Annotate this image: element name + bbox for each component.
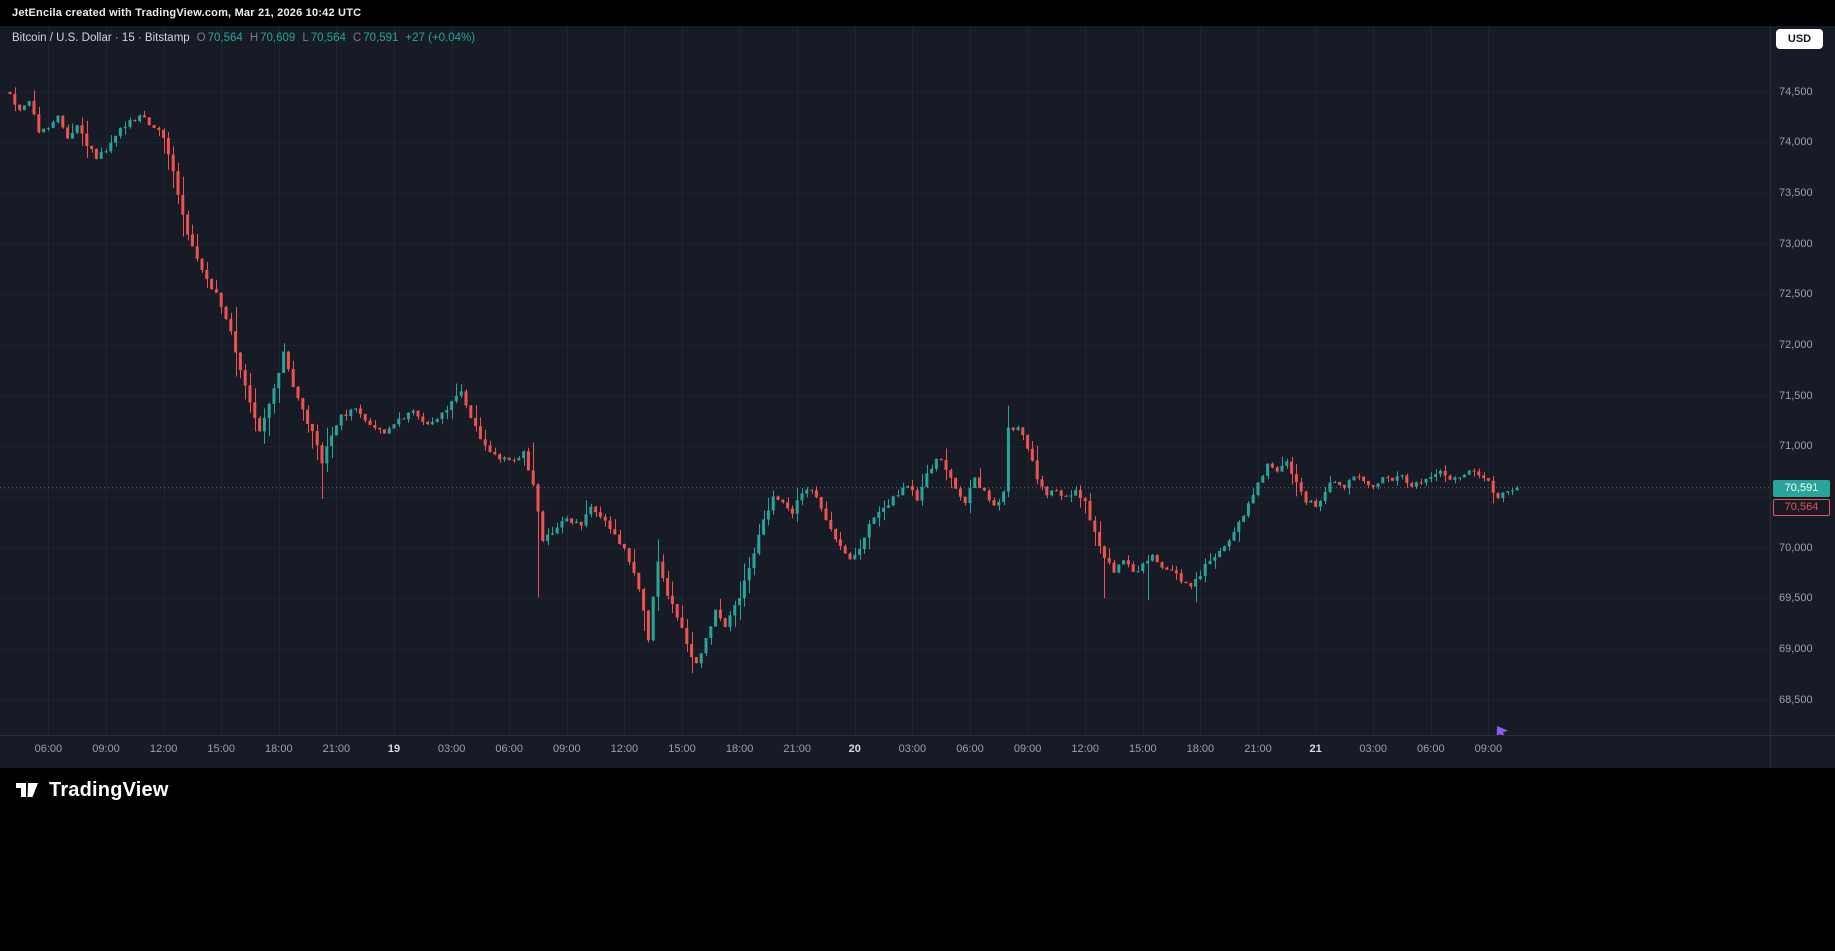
price-axis-label: 74,500 (1779, 85, 1813, 98)
time-axis-label: 06:00 (956, 743, 984, 755)
price-axis-label: 72,000 (1779, 339, 1813, 352)
price-axis-label: 69,500 (1779, 592, 1813, 605)
time-axis-label: 18:00 (1186, 743, 1215, 755)
ohlc-field-label: H (249, 32, 259, 44)
time-axis-label: 06:00 (1417, 743, 1445, 755)
time-axis-label: 06:00 (495, 743, 523, 755)
footer-bar: TradingView (0, 768, 1835, 951)
time-axis-label: 19 (387, 743, 401, 755)
price-axis-label: 70,000 (1779, 541, 1813, 554)
chart-plot[interactable] (0, 26, 1770, 735)
time-axis-label: 15:00 (668, 743, 696, 755)
time-axis-label: 12:00 (1071, 743, 1099, 755)
ohlc-values: O 70,564 H 70,609 L 70,564 C 70,591 (190, 32, 399, 44)
symbol-title: Bitcoin / U.S. Dollar · 15 · Bitstamp (12, 32, 190, 44)
time-axis-label: 21:00 (322, 743, 351, 755)
price-axis-label: 73,000 (1779, 237, 1813, 250)
time-axis-label: 20 (848, 743, 861, 755)
price-axis-label: 71,500 (1779, 389, 1813, 402)
time-axis-label: 03:00 (1359, 743, 1387, 755)
ohlc-field-value: 70,609 (260, 32, 296, 44)
axis-separator-horizontal (0, 735, 1835, 736)
ohlc-field-value: 70,564 (207, 32, 243, 44)
time-axis-label: 12:00 (149, 743, 178, 755)
axis-separator-vertical (1770, 26, 1771, 768)
price-axis-label: 68,500 (1779, 693, 1813, 706)
tradingview-logo[interactable]: TradingView (14, 777, 169, 803)
ohlc-legend: Bitcoin / U.S. Dollar · 15 · Bitstamp O 70… (12, 32, 475, 44)
candles-layer[interactable] (8, 87, 1519, 674)
ohlc-field-value: 70,564 (310, 32, 346, 44)
attribution-text: JetEncila created with TradingView.com, … (12, 7, 362, 19)
price-axis-label: 72,500 (1779, 288, 1813, 301)
price-axis[interactable]: 70,591 70,564 74,500 74,000 73,500 73,000 72… (1771, 26, 1835, 768)
prev-close-badge: 70,564 (1773, 498, 1830, 516)
time-axis-label: 09:00 (1474, 743, 1503, 755)
time-axis-label: 15:00 (207, 743, 235, 755)
cursor-icon (1496, 726, 1508, 735)
attribution-bar: JetEncila created with TradingView.com, … (0, 0, 1835, 26)
time-axis-label: 09:00 (553, 743, 581, 755)
time-axis-label: 03:00 (898, 743, 927, 755)
time-axis-label: 09:00 (1013, 743, 1042, 755)
time-axis-label: 21:00 (783, 743, 811, 755)
time-axis-label: 03:00 (437, 743, 466, 755)
time-axis-label: 18:00 (725, 743, 754, 755)
price-axis-label: 73,500 (1779, 187, 1813, 200)
price-axis-label: 69,000 (1779, 642, 1813, 655)
time-axis-label: 21 (1309, 743, 1322, 755)
time-axis-label: 12:00 (610, 743, 639, 755)
ohlc-field-value: 70,591 (363, 32, 399, 44)
last-price-badge: 70,591 (1773, 479, 1830, 497)
currency-button[interactable]: USD (1776, 29, 1823, 49)
price-axis-label: 74,000 (1779, 136, 1813, 149)
tradingview-wordmark: TradingView (49, 778, 169, 801)
price-axis-label: 71,000 (1779, 440, 1813, 453)
time-axis-label: 06:00 (34, 743, 63, 755)
time-axis-label: 18:00 (265, 743, 293, 755)
time-axis-label: 09:00 (92, 743, 120, 755)
time-axis-label: 21:00 (1244, 743, 1272, 755)
ohlc-field-label: L (302, 32, 309, 44)
time-axis-label: 15:00 (1129, 743, 1157, 755)
tradingview-logo-icon (16, 783, 38, 797)
grid-layer (0, 26, 1770, 735)
ohlc-field-label: O (196, 32, 206, 44)
change-value: +27 (+0.04%) (405, 32, 476, 44)
time-axis[interactable]: 06:00 09:00 12:00 15:00 18:00 21:00 19 03:00 06:… (0, 736, 1770, 768)
ohlc-field-label: C (352, 32, 362, 44)
